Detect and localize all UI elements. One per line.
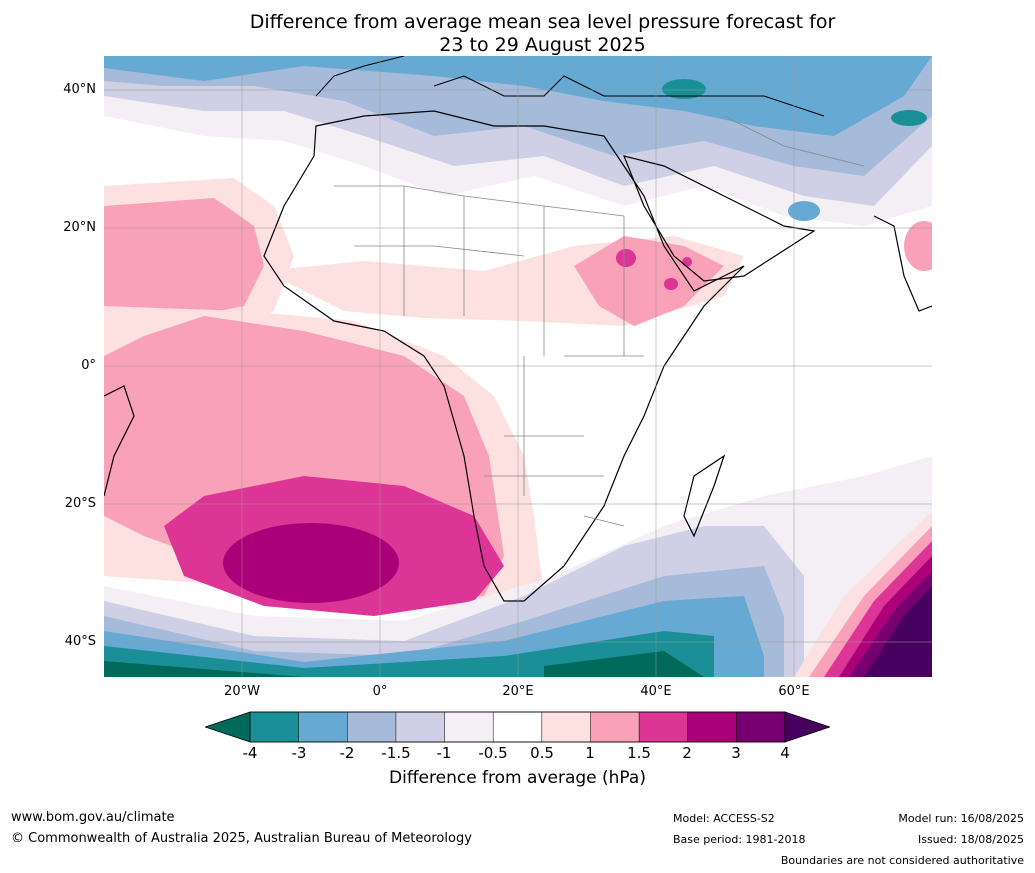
colorbar-tick-1: -3 <box>291 744 307 762</box>
lon-label-60e: 60°E <box>778 684 810 699</box>
arabia-plus-1.5 <box>682 257 692 267</box>
colorbar-cell-8 <box>638 711 689 743</box>
arabia-coastline <box>623 155 816 282</box>
lat-label-20s: 20°S <box>64 496 96 511</box>
ethiopia-plus-1.5-b <box>664 278 678 290</box>
colorbar-over-arrow <box>784 711 830 743</box>
colorbar-cell-1 <box>298 711 349 743</box>
europe-coastline <box>315 56 825 117</box>
india-plus-1 <box>904 221 932 271</box>
footer-model: Model: ACCESS-S2 <box>673 812 775 825</box>
colorbar-cell-10 <box>736 711 786 743</box>
lon-label-0: 0° <box>372 684 388 699</box>
lon-label-20w: 20°W <box>224 684 260 699</box>
colorbar-tick-11: 4 <box>780 744 790 762</box>
lat-label-0: 0° <box>81 358 96 373</box>
colorbar-tick-6: 0.5 <box>530 744 554 762</box>
colorbar-tick-7: 1 <box>585 744 595 762</box>
colorbar-under-arrow <box>205 711 251 743</box>
colorbar-cell-4 <box>444 711 494 743</box>
colorbar-tick-8: 1.5 <box>627 744 651 762</box>
madagascar-coastline <box>683 454 726 538</box>
north-band-minus-3-west-asia <box>662 79 706 99</box>
red-sea-minus-2 <box>788 201 820 221</box>
footer-copyright: © Commonwealth of Australia 2025, Austra… <box>11 831 472 846</box>
south-atlantic-plus-2 <box>223 523 399 603</box>
colorbar-tick-10: 3 <box>731 744 741 762</box>
colorbar-tick-5: -0.5 <box>478 744 508 762</box>
colorbar-cell-2 <box>347 711 397 743</box>
colorbar-cell-3 <box>395 711 446 743</box>
ethiopia-plus-1.5-a <box>616 249 636 267</box>
north-band-minus-2 <box>104 56 932 136</box>
colorbar-tick-9: 2 <box>682 744 692 762</box>
south-band-minus-4 <box>104 651 704 677</box>
colorbar-tick-4: -1 <box>436 744 452 762</box>
lat-label-40n: 40°N <box>63 82 96 97</box>
pressure-anomaly-map <box>104 56 932 677</box>
southeast-plus-4 <box>864 586 932 677</box>
lon-label-20e: 20°E <box>502 684 534 699</box>
footer-issued: Issued: 18/08/2025 <box>917 833 1024 846</box>
colorbar-tick-0: -4 <box>242 744 258 762</box>
north-band-minus-3-east <box>891 110 927 126</box>
lat-label-40s: 40°S <box>64 634 96 649</box>
india-coastline <box>873 215 932 312</box>
colorbar-cell-0 <box>249 711 300 743</box>
lat-label-20n: 20°N <box>63 220 96 235</box>
colorbar-cell-7 <box>590 711 640 743</box>
footer-disclaimer: Boundaries are not considered authoritat… <box>780 854 1024 867</box>
colorbar-cell-5 <box>492 711 543 743</box>
colorbar-cells <box>249 711 786 743</box>
south-america-coastline <box>104 385 135 497</box>
footer-website: www.bom.gov.au/climate <box>11 810 175 825</box>
colorbar-frame <box>249 711 786 743</box>
map-gridlines <box>104 56 932 677</box>
colorbar-tick-2: -2 <box>339 744 355 762</box>
map-canvas <box>104 56 932 677</box>
map-title-line2: 23 to 29 August 2025 <box>439 34 646 56</box>
lon-label-40e: 40°E <box>640 684 672 699</box>
colorbar-label: Difference from average (hPa) <box>389 768 646 788</box>
colorbar-cell-9 <box>687 711 738 743</box>
footer-model-run: Model run: 16/08/2025 <box>898 812 1024 825</box>
colorbar <box>205 711 830 743</box>
africa-coastline <box>263 110 745 602</box>
colorbar-cell-6 <box>541 711 592 743</box>
colorbar-tick-3: -1.5 <box>381 744 411 762</box>
map-title-line1: Difference from average mean sea level p… <box>249 11 836 33</box>
footer-base-period: Base period: 1981-2018 <box>673 833 806 846</box>
country-borders <box>334 115 865 527</box>
